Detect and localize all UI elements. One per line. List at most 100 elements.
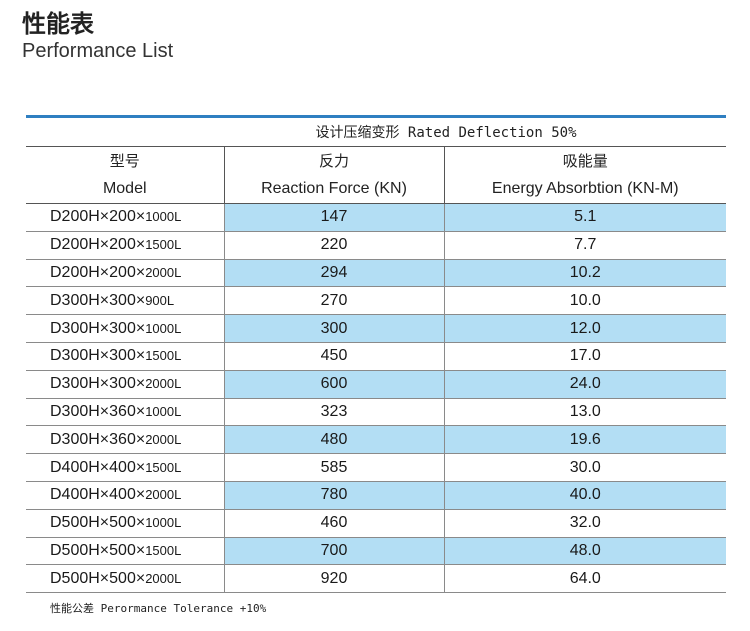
energy-absorption-cell: 13.0 xyxy=(443,398,727,427)
model-size: D500H×500× xyxy=(50,541,146,559)
model-size: D400H×400× xyxy=(50,458,146,476)
model-cell: D300H×360×2000L xyxy=(26,425,224,455)
rated-deflection-label: 设计压缩变形 Rated Deflection 50% xyxy=(315,125,577,141)
reaction-force-cell: 300 xyxy=(223,314,444,343)
column-header-row: 型号 Model 反力 Reaction Force (KN) 吸能量 Ener… xyxy=(26,146,727,204)
column-header-model-cn: 型号 xyxy=(109,152,140,170)
model-length: 1500L xyxy=(145,459,182,475)
model-size: D300H×360× xyxy=(50,430,146,448)
model-size: D300H×300× xyxy=(50,347,146,365)
model-cell: D300H×300×2000L xyxy=(26,370,224,399)
model-size: D300H×300× xyxy=(50,291,146,309)
reaction-force-cell: 600 xyxy=(223,370,444,399)
reaction-force-cell: 294 xyxy=(223,259,444,288)
table-row: D500H×500×1000L 460 32.0 xyxy=(26,509,727,538)
reaction-force-cell: 780 xyxy=(223,481,444,510)
model-length: 1500L xyxy=(145,348,182,364)
model-size: D300H×360× xyxy=(50,402,146,420)
model-cell: D300H×300×1500L xyxy=(26,342,224,371)
table-row: D300H×360×1000L 323 13.0 xyxy=(26,398,727,427)
reaction-force-cell: 270 xyxy=(223,286,444,316)
model-length: 1500L xyxy=(145,542,182,558)
model-length: 1000L xyxy=(145,320,182,336)
model-length: 2000L xyxy=(145,264,182,280)
model-size: D500H×500× xyxy=(50,569,146,587)
energy-absorption-cell: 10.0 xyxy=(443,286,727,316)
energy-absorption-cell: 17.0 xyxy=(443,342,727,371)
energy-absorption-cell: 64.0 xyxy=(443,564,727,594)
table-row: D200H×200×2000L 294 10.2 xyxy=(26,259,727,288)
page-title-en: Performance List xyxy=(22,40,174,62)
energy-absorption-cell: 40.0 xyxy=(443,481,727,510)
table-row: D200H×200×1000L 147 5.1 xyxy=(26,203,727,232)
table-row: D300H×300×1500L 450 17.0 xyxy=(26,342,727,371)
energy-absorption-cell: 48.0 xyxy=(443,537,727,566)
model-cell: D400H×400×1500L xyxy=(26,453,224,482)
model-length: 2000L xyxy=(145,376,182,392)
column-header-reaction-force-cn: 反力 xyxy=(318,152,349,170)
column-header-energy-absorption-en: Energy Absorbtion (KN-M) xyxy=(491,180,679,197)
reaction-force-cell: 460 xyxy=(223,509,444,538)
column-header-energy-absorption: 吸能量 Energy Absorbtion (KN-M) xyxy=(443,146,727,204)
page-title-cn: 性能表 xyxy=(22,10,94,38)
reaction-force-cell: 700 xyxy=(223,537,444,566)
model-cell: D400H×400×2000L xyxy=(26,481,224,510)
table-row: D300H×300×2000L 600 24.0 xyxy=(26,370,727,399)
model-cell: D500H×500×1000L xyxy=(26,509,224,538)
column-header-energy-absorption-cn: 吸能量 xyxy=(562,152,608,170)
reaction-force-cell: 585 xyxy=(223,453,444,482)
column-header-model-en: Model xyxy=(102,180,147,197)
model-size: D200H×200× xyxy=(50,208,146,226)
performance-table: 设计压缩变形 Rated Deflection 50% 型号 Model 反力 … xyxy=(26,118,727,594)
energy-absorption-cell: 32.0 xyxy=(443,509,727,538)
reaction-force-cell: 920 xyxy=(223,564,444,594)
model-length: 2000L xyxy=(145,487,182,503)
model-size: D300H×300× xyxy=(50,319,146,337)
model-length: 1000L xyxy=(145,515,182,531)
column-header-model: 型号 Model xyxy=(26,146,224,204)
reaction-force-cell: 147 xyxy=(223,203,444,232)
energy-absorption-cell: 12.0 xyxy=(443,314,727,343)
energy-absorption-cell: 5.1 xyxy=(443,203,727,232)
reaction-force-cell: 220 xyxy=(223,231,444,260)
table-row: D300H×300×1000L 300 12.0 xyxy=(26,314,727,343)
energy-absorption-cell: 30.0 xyxy=(443,453,727,482)
energy-absorption-cell: 24.0 xyxy=(443,370,727,399)
model-size: D200H×200× xyxy=(50,236,146,254)
table-row: D300H×360×2000L 480 19.6 xyxy=(26,425,727,455)
model-cell: D300H×300×1000L xyxy=(26,314,224,343)
model-cell: D200H×200×1000L xyxy=(26,203,224,232)
reaction-force-cell: 450 xyxy=(223,342,444,371)
performance-table-container: 设计压缩变形 Rated Deflection 50% 型号 Model 反力 … xyxy=(26,115,727,594)
energy-absorption-cell: 19.6 xyxy=(443,425,727,455)
deflection-row: 设计压缩变形 Rated Deflection 50% xyxy=(26,118,727,147)
table-row: D400H×400×1500L 585 30.0 xyxy=(26,453,727,482)
table-top-rule xyxy=(26,115,726,118)
model-cell: D500H×500×2000L xyxy=(26,564,224,594)
model-size: D300H×300× xyxy=(50,375,146,393)
model-cell: D300H×360×1000L xyxy=(26,398,224,427)
energy-absorption-cell: 7.7 xyxy=(443,231,727,260)
table-row: D500H×500×1500L 700 48.0 xyxy=(26,537,727,566)
table-row: D300H×300×900L 270 10.0 xyxy=(26,286,727,316)
energy-absorption-cell: 10.2 xyxy=(443,259,727,288)
model-cell: D300H×300×900L xyxy=(26,286,224,316)
model-cell: D200H×200×2000L xyxy=(26,259,224,288)
column-header-reaction-force-en: Reaction Force (KN) xyxy=(261,180,407,197)
model-cell: D500H×500×1500L xyxy=(26,537,224,566)
tolerance-footnote: 性能公差 Perormance Tolerance +10% xyxy=(50,602,267,615)
model-size: D200H×200× xyxy=(50,263,146,281)
model-length: 1000L xyxy=(145,209,182,225)
table-row: D400H×400×2000L 780 40.0 xyxy=(26,481,727,510)
model-length: 1500L xyxy=(145,237,182,253)
model-length: 2000L xyxy=(145,570,182,586)
model-length: 2000L xyxy=(145,431,182,447)
model-length: 1000L xyxy=(145,403,182,419)
model-cell: D200H×200×1500L xyxy=(26,231,224,260)
reaction-force-cell: 480 xyxy=(223,425,444,455)
model-size: D400H×400× xyxy=(50,486,146,504)
table-row: D200H×200×1500L 220 7.7 xyxy=(26,231,727,260)
model-length: 900L xyxy=(145,292,175,308)
column-header-reaction-force: 反力 Reaction Force (KN) xyxy=(223,146,444,204)
model-size: D500H×500× xyxy=(50,514,146,532)
